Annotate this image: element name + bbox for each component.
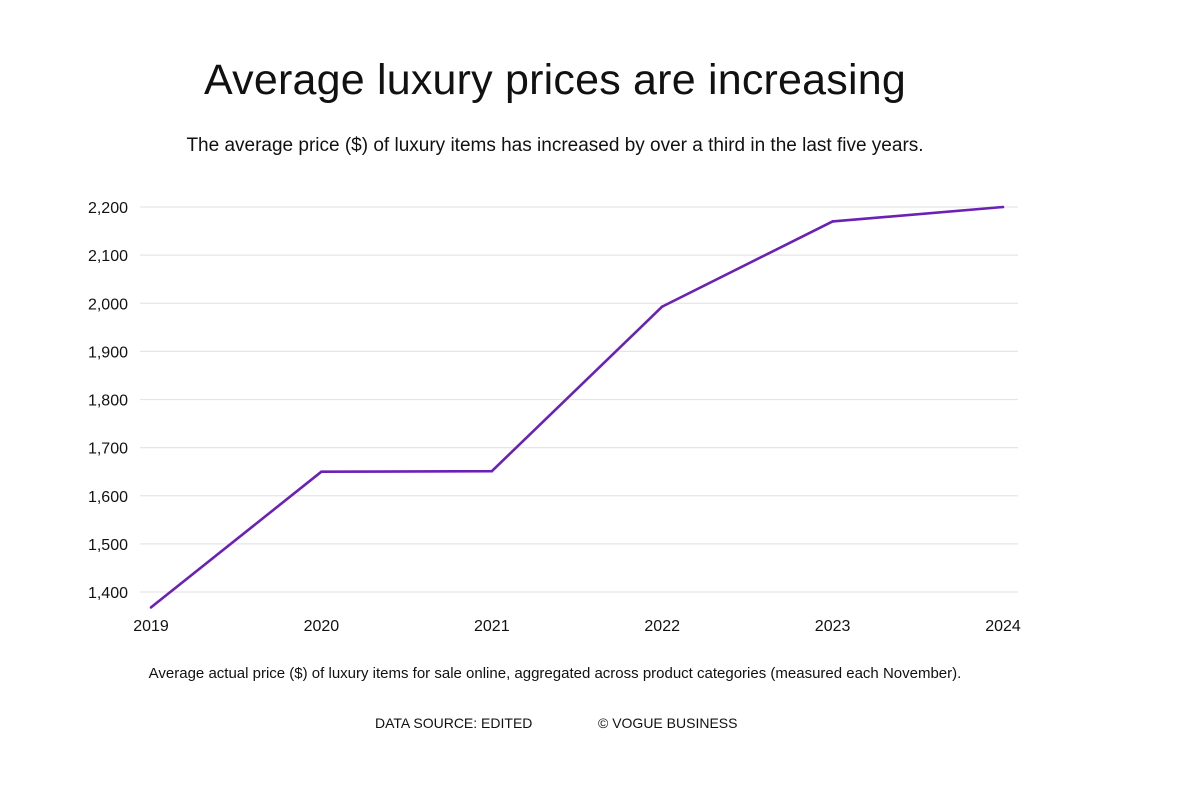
y-tick-label: 2,100 (88, 248, 128, 265)
data-point (320, 470, 323, 473)
y-tick-label: 2,000 (88, 296, 128, 313)
y-tick-label: 1,900 (88, 344, 128, 361)
chart-title: Average luxury prices are increasing (204, 56, 906, 104)
y-tick-label: 1,500 (88, 537, 128, 554)
data-point (1001, 205, 1005, 209)
y-tick-label: 2,200 (88, 200, 128, 217)
y-tick-label: 1,600 (88, 489, 128, 506)
x-tick-label: 2023 (815, 618, 851, 635)
x-tick-label: 2024 (985, 618, 1021, 635)
data-point (831, 220, 834, 223)
copyright-credit: © VOGUE BUSINESS (598, 715, 738, 731)
x-tick-label: 2022 (644, 618, 680, 635)
data-source: DATA SOURCE: EDITED (375, 715, 533, 731)
x-tick-label: 2019 (133, 618, 169, 635)
chart-footnote: Average actual price ($) of luxury items… (148, 665, 962, 682)
series-line (150, 205, 1004, 609)
x-tick-label: 2020 (304, 618, 340, 635)
x-tick-label: 2021 (474, 618, 510, 635)
y-tick-label: 1,700 (88, 441, 128, 458)
data-point (149, 606, 153, 609)
y-tick-label: 1,800 (88, 393, 128, 410)
data-point (660, 305, 664, 308)
y-tick-label: 1,400 (88, 585, 128, 602)
chart-subtitle: The average price ($) of luxury items ha… (186, 135, 924, 156)
data-point (490, 469, 494, 473)
